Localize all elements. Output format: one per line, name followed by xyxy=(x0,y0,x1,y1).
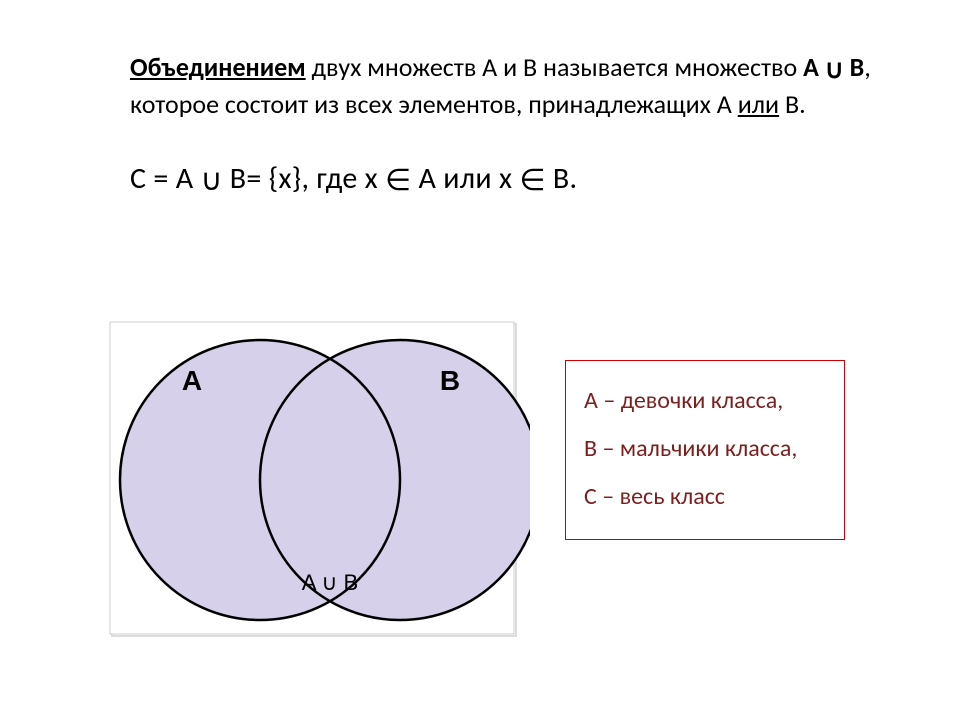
example-box: А – девочки класса, В – мальчики класса,… xyxy=(565,360,845,540)
svg-text:A ∪ B: A ∪ B xyxy=(302,570,358,595)
formula-line: С = А ∪ В= {х}, где х ∈ А или х ∈ В. xyxy=(130,160,900,198)
example-line-2: В – мальчики класса, xyxy=(584,425,826,473)
slide: Объединением двух множеств А и В называе… xyxy=(0,0,960,720)
svg-text:A: A xyxy=(182,365,202,396)
element-of-icon: ∈ xyxy=(385,164,411,197)
union-symbol-icon: ∪ xyxy=(825,55,844,84)
formula-mid: В= {х}, где х xyxy=(223,160,385,197)
formula-rhs: В. xyxy=(546,160,578,197)
element-of-icon-2: ∈ xyxy=(519,164,545,197)
or-underlined: или xyxy=(738,88,779,120)
formula-lhs: С = А xyxy=(130,160,200,197)
example-line-3: С – весь класс xyxy=(584,473,826,521)
formula-mid2: А или х xyxy=(411,160,519,197)
definition-text-1: двух множеств А и В называется множество xyxy=(306,51,803,83)
definition-paragraph: Объединением двух множеств А и В называе… xyxy=(130,50,900,122)
definition-keyword: Объединением xyxy=(130,51,306,83)
svg-text:B: B xyxy=(440,365,460,396)
definition-text-3: В. xyxy=(779,88,806,120)
set-a-bold: А xyxy=(803,51,819,83)
venn-diagram: A B A ∪ B xyxy=(100,310,530,650)
venn-svg: A B A ∪ B xyxy=(100,310,530,650)
set-b-bold: В xyxy=(850,51,865,83)
example-line-1: А – девочки класса, xyxy=(584,377,826,425)
union-symbol-formula-icon: ∪ xyxy=(200,164,222,197)
